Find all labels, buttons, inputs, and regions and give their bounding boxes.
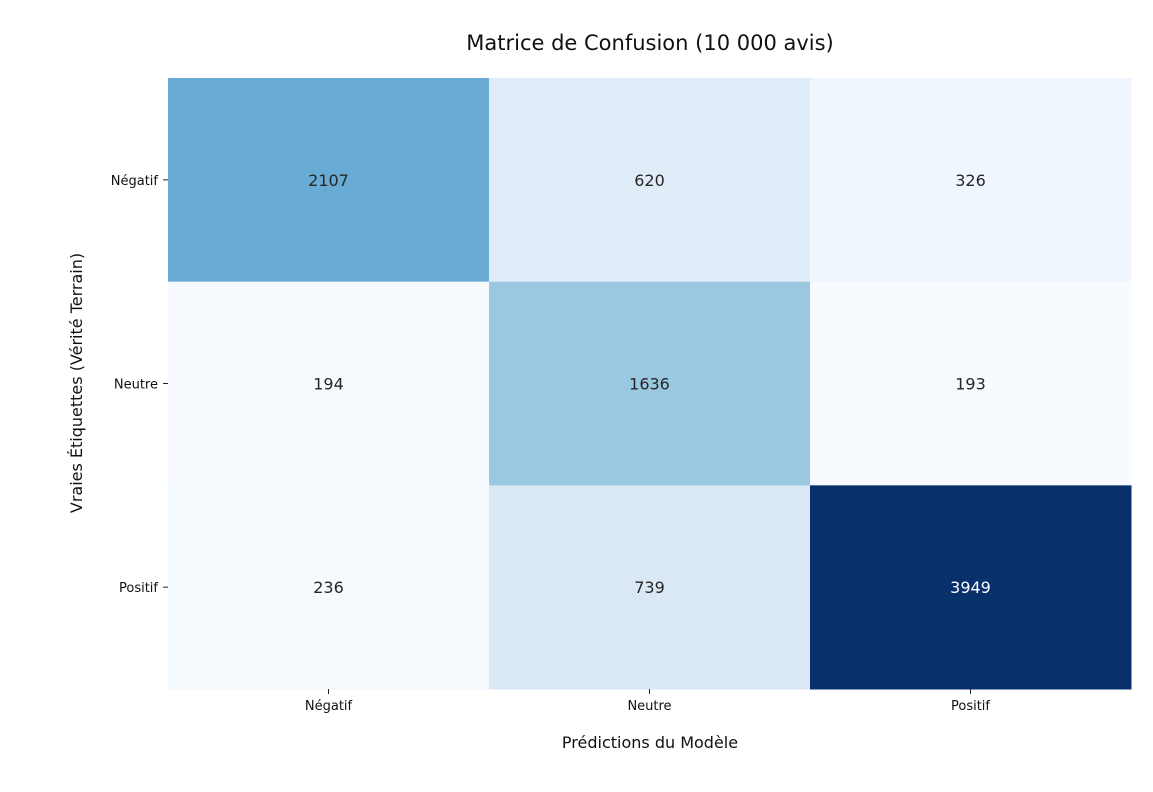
y-tick-label: Négatif xyxy=(111,174,159,189)
cell-value-label: 3949 xyxy=(950,578,991,597)
heatmap-cells xyxy=(168,78,1132,690)
heatmap-cell xyxy=(489,485,811,690)
heatmap-cell xyxy=(489,78,811,283)
heatmap-cell xyxy=(168,78,490,283)
x-axis-ticks: Négatif Neutre Positif xyxy=(305,689,990,714)
heatmap-cell xyxy=(810,485,1132,690)
heatmap-cell-labels: 2107 620 326 194 1636 193 236 739 3949 xyxy=(308,171,991,597)
heatmap-cell xyxy=(168,485,490,690)
chart-title: Matrice de Confusion (10 000 avis) xyxy=(466,31,834,55)
y-axis-label: Vraies Étiquettes (Vérité Terrain) xyxy=(67,253,86,513)
cell-value-label: 2107 xyxy=(308,171,349,190)
heatmap-cell xyxy=(810,78,1132,283)
y-tick-label: Neutre xyxy=(114,378,158,393)
y-axis-ticks: Négatif Neutre Positif xyxy=(111,174,168,596)
x-axis-label: Prédictions du Modèle xyxy=(562,733,738,752)
cell-value-label: 739 xyxy=(634,578,665,597)
cell-value-label: 620 xyxy=(634,171,665,190)
cell-value-label: 193 xyxy=(955,375,986,394)
cell-value-label: 1636 xyxy=(629,375,670,394)
cell-value-label: 326 xyxy=(955,171,986,190)
x-tick-label: Négatif xyxy=(305,699,353,714)
cell-value-label: 236 xyxy=(313,578,344,597)
x-tick-label: Neutre xyxy=(627,699,671,714)
heatmap-cell xyxy=(168,281,490,486)
y-tick-label: Positif xyxy=(119,581,158,596)
cell-value-label: 194 xyxy=(313,375,344,394)
heatmap-cell xyxy=(489,281,811,486)
heatmap-cell xyxy=(810,281,1132,486)
x-tick-label: Positif xyxy=(951,699,990,714)
